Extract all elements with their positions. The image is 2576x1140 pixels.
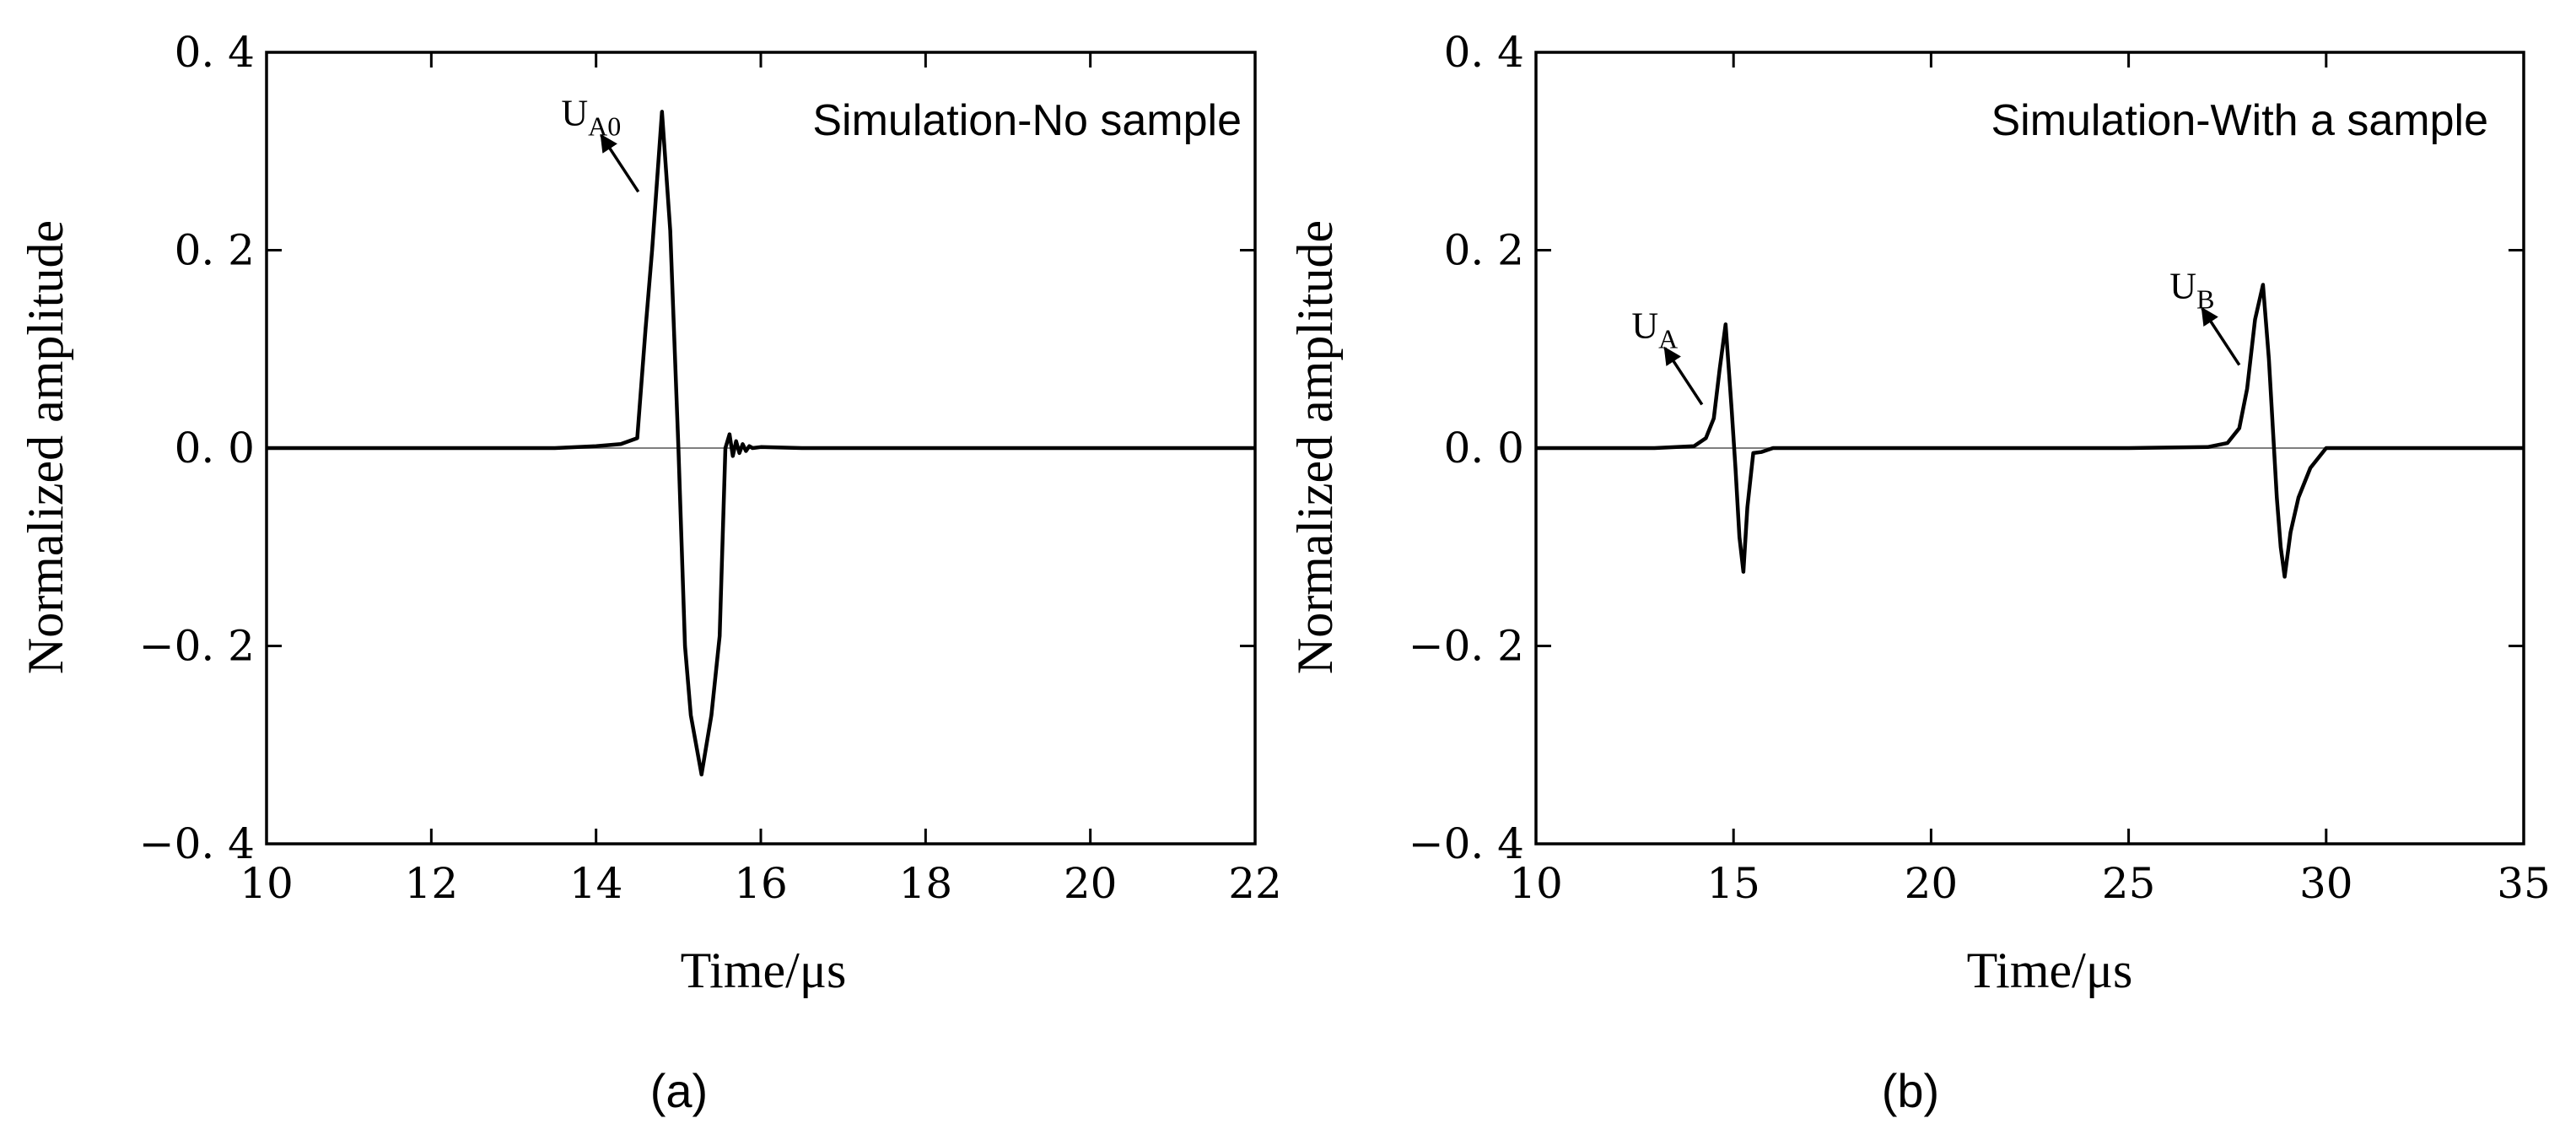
panel-a-ytick-label: 0. 0 [175, 424, 255, 473]
panel-b-peak-label: UA [1631, 305, 1678, 354]
panel-a-xtick-label: 14 [569, 859, 623, 908]
panel-b-xtick-label: 10 [1509, 859, 1563, 908]
panel-b-ytick-label: −0. 4 [1409, 819, 1524, 868]
panel-b-ytick-label: −0. 2 [1409, 622, 1524, 671]
panel-a-plot-frame [265, 51, 1257, 846]
panel-a-xtick-label: 16 [734, 859, 788, 908]
panel-b-xticks: 10 15 20 25 30 35 [1509, 52, 2551, 908]
panel-a-annotation: Simulation-No sample [812, 96, 1242, 145]
panel-a-xtick-label: 10 [240, 859, 294, 908]
panel-a-ytick-label: 0. 4 [175, 28, 255, 77]
panel-b: Normalized amplitude 0. 4 0. 2 0. 0 −0. 2 −0… [1287, 28, 2551, 1117]
panel-a-ylabel: Normalized amplitude [18, 220, 73, 674]
panel-b-xlabel: Time/μs [1967, 943, 2133, 998]
panel-b-peak-arrow [1663, 346, 1704, 406]
panel-a-xlabel: Time/μs [681, 943, 847, 998]
panel-b-xtick-label: 35 [2497, 859, 2551, 908]
panel-b-xtick-label: 15 [1706, 859, 1760, 908]
panel-a: Normalized amplitude 0. 4 0. 2 0. 0 −0. 2 −0… [18, 28, 1282, 1117]
panel-b-ytick-label: 0. 2 [1444, 226, 1524, 275]
panel-b-peak-labels: UA UB [1631, 266, 2241, 406]
panel-b-ylabel: Normalized amplitude [1287, 220, 1343, 674]
panel-a-yticks: 0. 4 0. 2 0. 0 −0. 2 −0. 4 [139, 28, 1255, 868]
panel-a-xticks: 10 12 14 16 18 20 22 [240, 52, 1282, 908]
panel-a-xtick-label: 18 [899, 859, 953, 908]
panel-a-ytick-label: 0. 2 [175, 226, 255, 275]
panel-b-yticks: 0. 4 0. 2 0. 0 −0. 2 −0. 4 [1409, 28, 2524, 868]
panel-b-peak-label: UB [2169, 266, 2214, 315]
panel-b-peak-arrow [2201, 306, 2241, 366]
panel-b-series-line [1536, 283, 2524, 579]
panel-b-xtick-label: 20 [1905, 859, 1959, 908]
panel-b-xtick-label: 30 [2299, 859, 2353, 908]
panel-a-caption: (a) [650, 1064, 708, 1117]
panel-b-ytick-label: 0. 4 [1444, 28, 1524, 77]
panel-a-ytick-label: −0. 2 [139, 622, 255, 671]
panel-b-caption: (b) [1882, 1064, 1939, 1117]
panel-a-peak-label: UA0 [561, 92, 621, 141]
panel-b-ytick-label: 0. 0 [1444, 424, 1524, 473]
panel-a-xtick-label: 20 [1064, 859, 1118, 908]
panel-a-xtick-label: 22 [1228, 859, 1282, 908]
panel-b-annotation: Simulation-With a sample [1991, 96, 2488, 145]
panel-a-ytick-label: −0. 4 [139, 819, 255, 868]
panel-a-xtick-label: 12 [405, 859, 459, 908]
panel-a-series-line [267, 110, 1255, 777]
panel-b-plot-frame [1534, 51, 2525, 846]
panel-a-peak-labels: UA0 [561, 92, 640, 193]
panel-a-peak-arrow [600, 133, 640, 193]
panel-b-xtick-label: 25 [2102, 859, 2156, 908]
